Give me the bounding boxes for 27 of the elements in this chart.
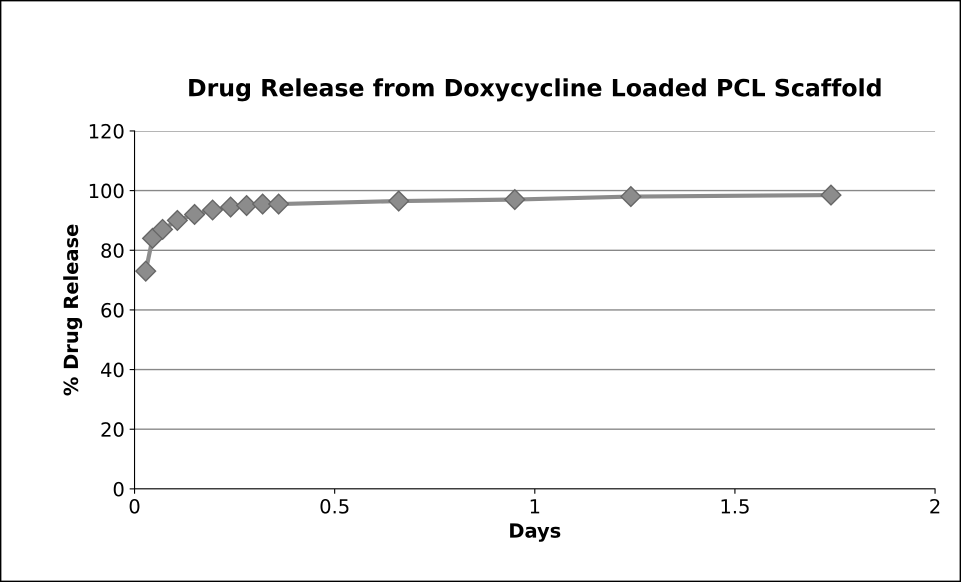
point <box>620 186 642 208</box>
y-tick-label: 20 <box>102 422 124 437</box>
y-axis-title: % Drug Release <box>63 224 82 396</box>
point <box>268 194 290 215</box>
y-tick-label: 40 <box>101 362 124 378</box>
y-tick-label: 120 <box>90 124 124 139</box>
y-tick-label: 60 <box>101 302 124 318</box>
point <box>152 218 174 240</box>
point <box>202 199 224 221</box>
y-tick-label: 0 <box>114 482 124 497</box>
point <box>820 184 842 206</box>
x-tick-label: 0 <box>130 498 140 514</box>
point <box>166 210 188 231</box>
y-tick-label: 80 <box>101 243 124 258</box>
point <box>135 260 156 282</box>
y-tick-label: 100 <box>90 184 124 198</box>
x-tick-label: 2 <box>930 498 940 514</box>
point <box>388 190 410 212</box>
point <box>236 195 258 216</box>
x-tick-label: 1.5 <box>722 499 749 514</box>
point <box>220 196 242 218</box>
point <box>504 189 526 210</box>
x-tick-label: 1 <box>530 499 540 514</box>
x-tick-label: 0.5 <box>320 498 348 514</box>
chart-title: Drug Release from Doxycycline Loaded PCL Scaffold <box>189 78 881 102</box>
x-axis-title: Days <box>510 523 560 542</box>
point <box>184 204 206 225</box>
